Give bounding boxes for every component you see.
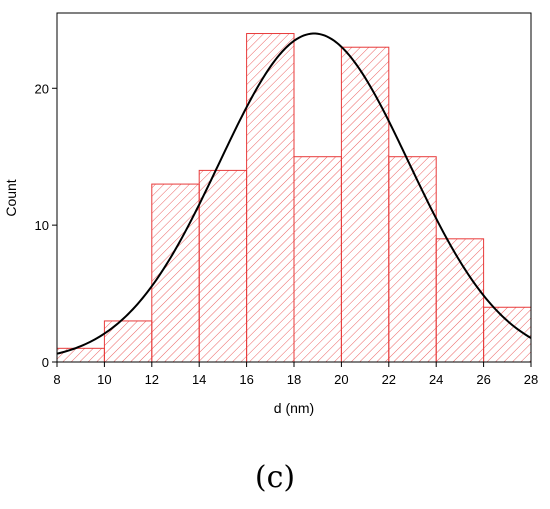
x-tick-label: 28	[524, 372, 538, 387]
x-tick-label: 8	[53, 372, 60, 387]
x-tick-label: 14	[192, 372, 206, 387]
x-tick-label: 12	[145, 372, 159, 387]
x-axis-title: d (nm)	[274, 400, 314, 416]
y-tick-label: 0	[42, 355, 49, 370]
histogram-bar	[56, 347, 105, 363]
y-axis-title: Count	[3, 179, 19, 216]
histogram-bar	[151, 183, 200, 363]
x-tick-label: 10	[97, 372, 111, 387]
x-tick-label: 26	[476, 372, 490, 387]
histogram-bar	[435, 238, 485, 363]
x-tick-label: 16	[239, 372, 253, 387]
y-axis-ticks: 0 10 20	[35, 81, 57, 370]
x-tick-label: 24	[429, 372, 443, 387]
histogram-bar	[198, 169, 248, 363]
x-tick-label: 18	[287, 372, 301, 387]
histogram-bars	[56, 33, 532, 363]
histogram-bar	[293, 156, 342, 363]
histogram-bar	[388, 156, 437, 363]
histogram-bar	[340, 46, 390, 363]
histogram-bar	[246, 33, 295, 363]
x-axis-ticks: 8 10 12 14 16 18 20 22 24 26 28	[53, 362, 538, 387]
x-tick-label: 22	[382, 372, 396, 387]
histogram-bar	[483, 306, 532, 363]
panel-label: (c)	[255, 460, 295, 495]
y-tick-label: 10	[35, 218, 49, 233]
gaussian-fit-curve	[56, 32, 532, 355]
y-tick-label: 20	[35, 81, 49, 96]
histogram-bar	[103, 320, 153, 363]
x-tick-label: 20	[334, 372, 348, 387]
